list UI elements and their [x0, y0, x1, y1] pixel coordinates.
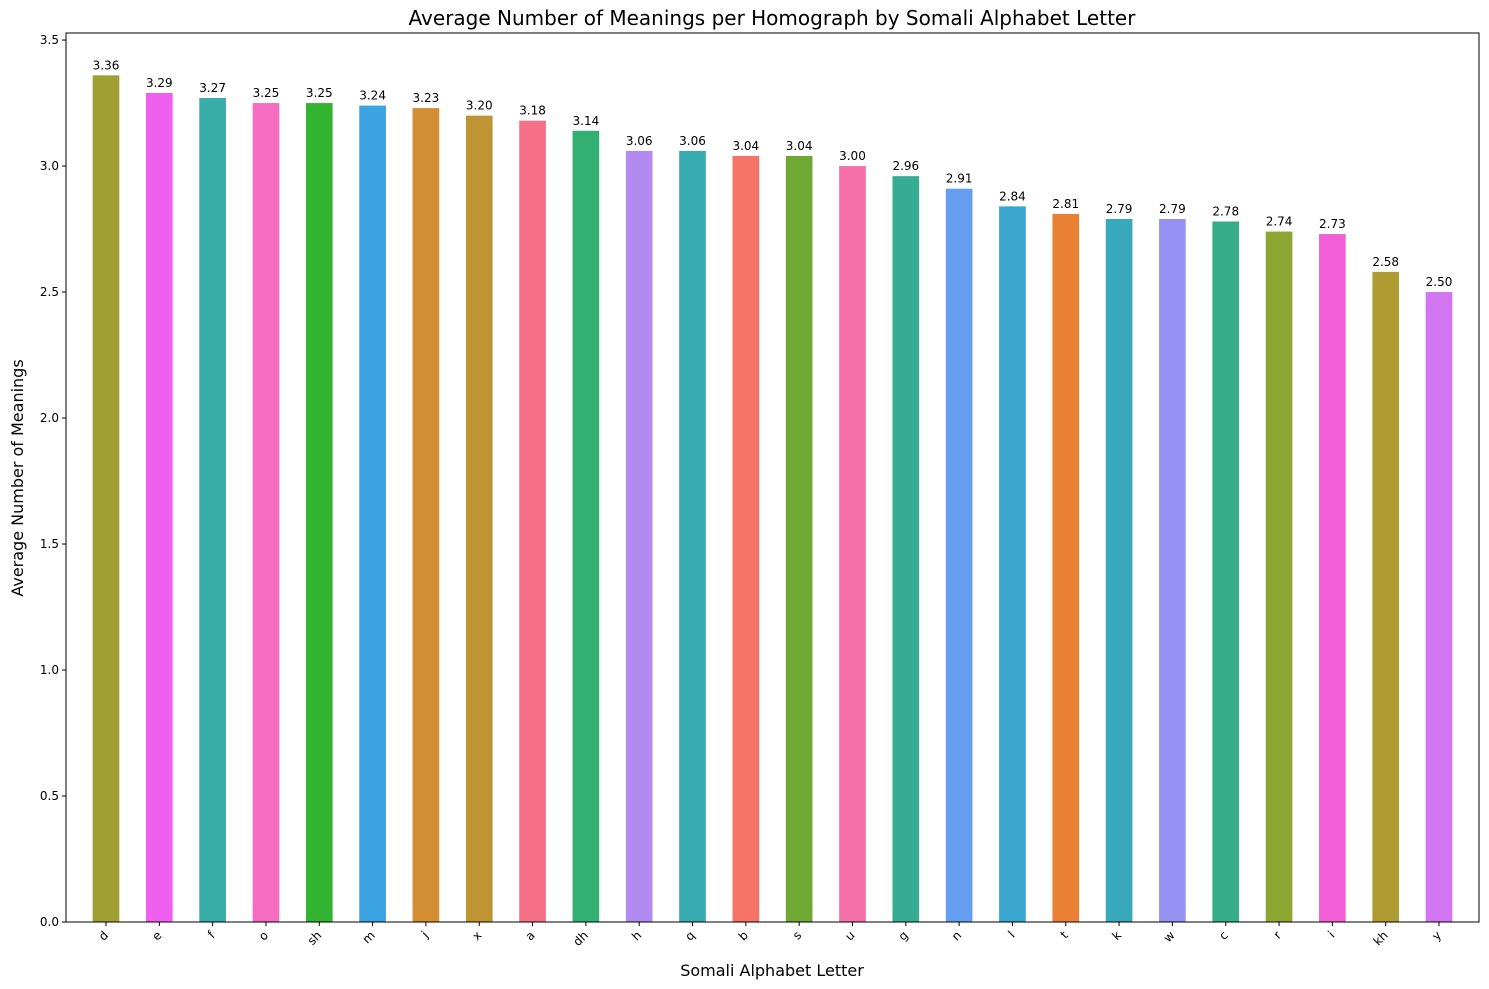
bar-e: [145, 92, 173, 922]
bar-kh: [1372, 271, 1400, 922]
x-tick-label: i: [1325, 928, 1337, 940]
value-label: 2.91: [946, 172, 973, 186]
y-axis-title: Average Number of Meanings: [8, 359, 27, 596]
bar-sh: [305, 103, 333, 923]
bar-x: [465, 115, 493, 922]
chart-title: Average Number of Meanings per Homograph…: [409, 6, 1137, 30]
x-tick-label: k: [1109, 928, 1124, 943]
bar-n: [945, 188, 973, 922]
bar-r: [1265, 231, 1293, 923]
bar-h: [625, 150, 653, 922]
plot-frame: [65, 32, 1480, 923]
bar-f: [199, 98, 226, 922]
value-label: 3.25: [306, 86, 333, 100]
value-label: 2.74: [1266, 215, 1293, 229]
y-tick-label: 3.0: [40, 159, 59, 173]
value-label: 2.79: [1159, 202, 1186, 216]
x-axis-title: Somali Alphabet Letter: [680, 961, 864, 980]
x-tick-label: b: [736, 928, 751, 943]
bar-s: [785, 155, 813, 922]
value-label: 2.84: [999, 189, 1026, 203]
x-tick-label: e: [149, 928, 164, 943]
x-tick-label: j: [418, 928, 431, 941]
value-label: 2.78: [1212, 204, 1239, 218]
value-label: 2.58: [1372, 255, 1399, 269]
value-label: 2.79: [1106, 202, 1133, 216]
x-tick-label: t: [1058, 928, 1071, 941]
value-label: 3.29: [146, 76, 173, 90]
bar-a: [519, 120, 546, 922]
bar-c: [1212, 221, 1240, 922]
x-tick-label: dh: [570, 928, 591, 949]
bar-q: [679, 150, 706, 922]
bar-t: [1052, 213, 1080, 922]
x-tick-label: y: [1429, 928, 1444, 943]
x-tick-label: o: [256, 928, 271, 943]
bar-w: [1159, 218, 1186, 922]
value-label: 3.18: [519, 104, 546, 118]
y-tick-label: 0.5: [40, 789, 59, 803]
bar-m: [359, 105, 386, 923]
value-label: 2.96: [892, 159, 919, 173]
value-label: 3.27: [199, 81, 226, 95]
value-label: 3.06: [679, 134, 706, 148]
bar-o: [252, 103, 280, 923]
x-tick-label: r: [1271, 928, 1284, 941]
value-label: 2.81: [1052, 197, 1079, 211]
bar-j: [412, 108, 440, 923]
value-label: 3.24: [359, 89, 386, 103]
x-tick-label: u: [842, 928, 857, 943]
y-tick-label: 0.0: [40, 915, 59, 929]
y-tick-label: 1.0: [40, 663, 59, 677]
value-label: 3.25: [253, 86, 280, 100]
y-tick-label: 2.5: [40, 285, 59, 299]
value-label: 3.00: [839, 149, 866, 163]
value-label: 3.04: [732, 139, 759, 153]
y-tick-label: 2.0: [40, 411, 59, 425]
x-tick-label: c: [1216, 928, 1231, 943]
x-tick-label: kh: [1371, 928, 1391, 948]
x-tick-label: d: [96, 928, 111, 943]
bar-i: [1319, 234, 1346, 923]
bar-u: [839, 166, 866, 923]
y-tick-label: 1.5: [40, 537, 59, 551]
bar-g: [892, 176, 920, 923]
x-tick-label: sh: [305, 928, 325, 948]
value-label: 3.20: [466, 99, 493, 113]
x-tick-label: s: [790, 928, 804, 942]
bar-l: [999, 206, 1026, 922]
x-tick-label: g: [896, 928, 911, 943]
bar-b: [732, 155, 760, 922]
value-label: 2.50: [1426, 275, 1453, 289]
x-tick-label: f: [205, 928, 218, 941]
x-tick-label: q: [682, 928, 697, 943]
bar-k: [1105, 218, 1133, 922]
value-label: 3.14: [573, 114, 600, 128]
bar-y: [1425, 292, 1453, 922]
x-tick-label: n: [949, 928, 964, 943]
bar-dh: [572, 130, 600, 922]
value-label: 3.04: [786, 139, 813, 153]
x-tick-label: x: [469, 928, 484, 943]
value-label: 3.06: [626, 134, 653, 148]
value-label: 3.36: [93, 58, 120, 72]
x-tick-label: a: [523, 928, 538, 943]
x-tick-label: h: [629, 928, 644, 943]
value-label: 3.23: [413, 91, 440, 105]
value-label: 2.73: [1319, 217, 1346, 231]
plot-area: 0.0 0.5 1.0 1.5 2.0 2.5 3.0 3.5 3.36 d 3.29 e 3.27 f 3…: [40, 32, 1480, 949]
x-tick-label: w: [1161, 928, 1178, 945]
y-tick-label: 3.5: [40, 33, 59, 47]
x-tick-label: m: [360, 928, 378, 946]
x-tick-label: l: [1005, 928, 1017, 940]
bar-d: [92, 75, 120, 923]
